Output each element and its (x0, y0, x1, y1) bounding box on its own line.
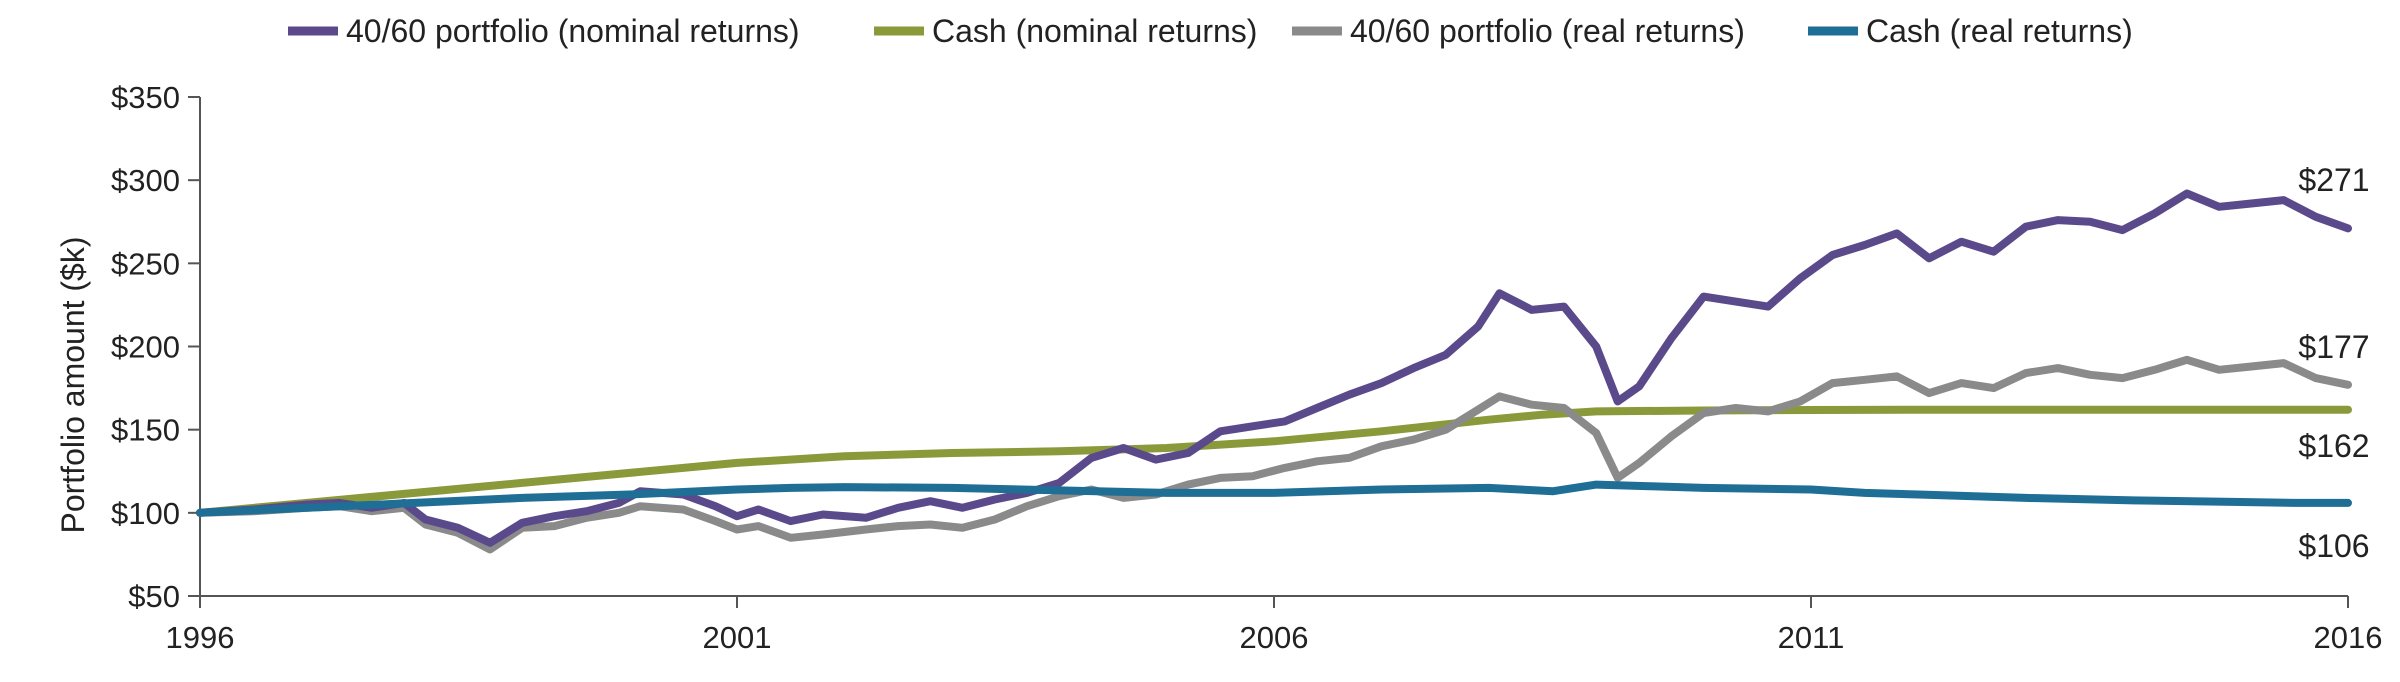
series-line-40-60-portfolio-real-returns (196, 355, 2352, 554)
series-line-cash-real-returns (196, 480, 2352, 517)
legend-label-cash-real: Cash (real returns) (1866, 13, 2133, 49)
legend: 40/60 portfolio (nominal returns) Cash (… (288, 13, 2133, 49)
series-line-40-60-portfolio-nominal-returns (196, 189, 2352, 547)
y-tick-label: $150 (111, 413, 180, 448)
y-tick-label: $50 (128, 579, 180, 614)
y-tick-label: $200 (111, 330, 180, 365)
legend-label-cash-nominal: Cash (nominal returns) (932, 13, 1257, 49)
end-value-label: $162 (2298, 428, 2369, 464)
y-axis-label: Portfolio amount ($k) (55, 236, 91, 533)
y-tick-label: $350 (111, 80, 180, 115)
y-tick-label: $250 (111, 246, 180, 281)
x-axis: 1996 2001 2006 2011 2016 (166, 595, 2383, 655)
y-tick-label: $300 (111, 163, 180, 198)
y-axis: $50 $100 $150 $200 $250 $300 $350 (111, 80, 201, 614)
legend-label-nominal-portfolio: 40/60 portfolio (nominal returns) (346, 13, 800, 49)
legend-label-real-portfolio: 40/60 portfolio (real returns) (1350, 13, 1745, 49)
end-labels: $271 $162 $177 $106 (2298, 162, 2369, 564)
x-tick-label: 2001 (703, 620, 772, 655)
end-value-label: $106 (2298, 528, 2369, 564)
end-value-label: $271 (2298, 162, 2369, 198)
series-lines (196, 189, 2352, 554)
x-tick-label: 2006 (1240, 620, 1309, 655)
end-value-label: $177 (2298, 329, 2369, 365)
y-tick-label: $100 (111, 496, 180, 531)
x-tick-label: 1996 (166, 620, 235, 655)
x-tick-label: 2016 (2314, 620, 2383, 655)
series-line-cash-nominal-returns (196, 405, 2352, 517)
x-tick-label: 2011 (1778, 620, 1845, 655)
